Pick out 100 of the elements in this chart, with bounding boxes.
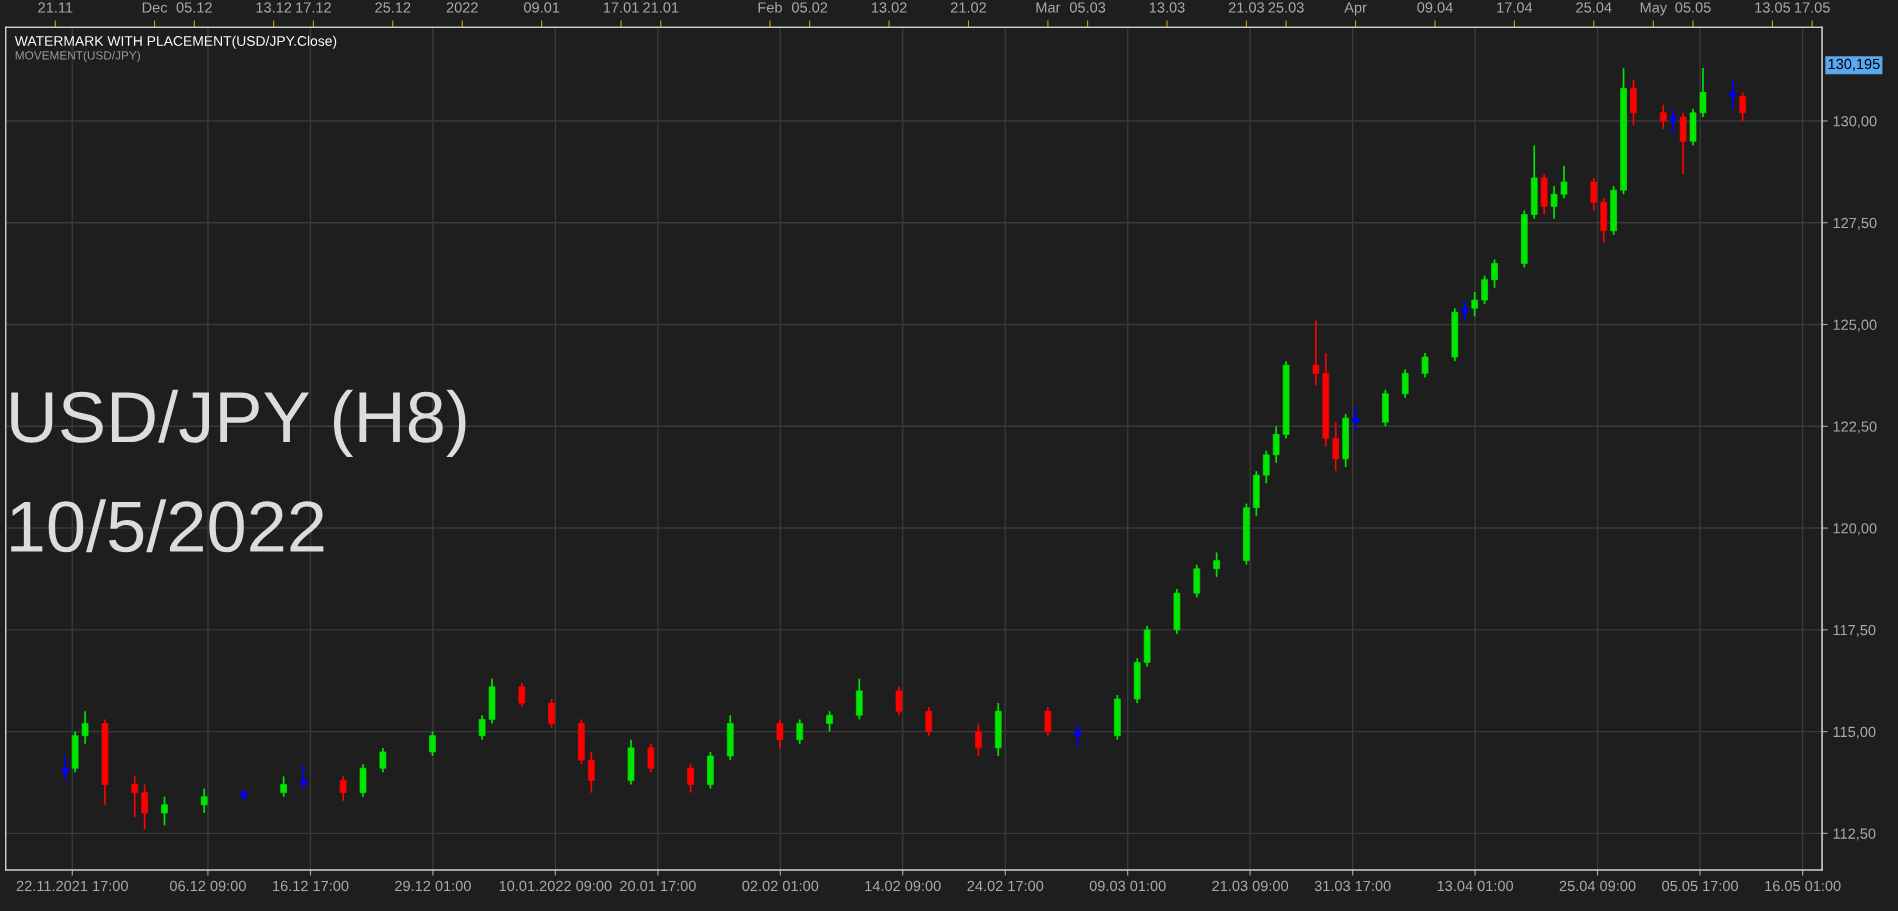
x2-tick-label: 13.12: [256, 2, 292, 13]
x2-tick-label: 21.03: [1228, 2, 1264, 13]
x-tick-label: 16.05 01:00: [1765, 880, 1841, 892]
candlestick: [1332, 421, 1340, 472]
y-tick-label: 115,00: [1833, 726, 1876, 739]
candlestick: [478, 714, 486, 741]
x2-tick-label: 17.01: [603, 2, 639, 13]
x2-tick-label: 13.05: [1755, 2, 1791, 13]
x2-tick-label: 21.02: [950, 2, 986, 13]
x-tick-label: 05.05 17:00: [1662, 880, 1739, 892]
x-tick-label: 22.11.2021 17:00: [16, 880, 128, 892]
candlestick: [1044, 706, 1052, 737]
candlestick: [280, 775, 287, 798]
y-tick-label: 120,00: [1833, 523, 1877, 536]
candlestick: [1669, 107, 1677, 135]
candlestick: [131, 775, 139, 818]
x-tick-label: 14.02 09:00: [865, 880, 941, 892]
candlestick: [1401, 368, 1409, 399]
candlestick: [1481, 274, 1488, 305]
text: 130,195: [1828, 58, 1880, 71]
x2-tick-label: 05.05: [1675, 2, 1711, 13]
x-tick-label: 24.02 17:00: [967, 880, 1044, 892]
x2-tick-label: 21.11: [38, 2, 73, 13]
candlestick: [1352, 405, 1359, 432]
candlestick: [379, 747, 387, 774]
x2-tick-label: Apr: [1344, 2, 1367, 16]
y-tick-label: 122,50: [1833, 421, 1877, 434]
x-tick-label: 29.12 01:00: [395, 880, 471, 892]
candlestick: [925, 706, 933, 737]
x2-tick-label: 09.04: [1417, 2, 1453, 13]
candlestick: [161, 795, 168, 827]
candlestick: [1550, 185, 1558, 220]
candlestick: [687, 763, 694, 794]
candlestick: [1272, 425, 1280, 464]
candlestick: [1074, 722, 1081, 749]
y-tick-label: 117,50: [1833, 624, 1876, 637]
x-tick-label: 09.03 01:00: [1089, 880, 1166, 892]
x2-tick-label: 17.04: [1497, 2, 1533, 13]
candlestick: [796, 718, 804, 745]
annotation: USD/JPY (H8): [11, 389, 466, 458]
candlestick: [1471, 291, 1479, 318]
x-tick-label: 02.02 01:00: [742, 880, 819, 892]
candlestick: [200, 787, 208, 814]
candlestick: [141, 783, 148, 831]
x2-tick-label: 05.02: [791, 2, 828, 13]
candlestick: [61, 755, 69, 782]
x2-tick-label: Mar: [1036, 2, 1061, 13]
x-tick-label: 13.04 01:00: [1437, 880, 1514, 892]
x-tick-label: 10.01.2022 09:00: [499, 880, 612, 892]
x2-tick-label: 25.12: [375, 2, 411, 13]
x-tick-label: 20.01 17:00: [620, 880, 696, 892]
candlestick: [1729, 79, 1737, 110]
x2-tick-label: 2022: [446, 2, 478, 13]
candlestick: [1590, 177, 1598, 212]
x2-tick-label: 21.01: [643, 2, 679, 13]
candlestick: [826, 710, 833, 733]
annotation: MOVEMENT(USD/JPY): [15, 50, 140, 62]
x2-tick-label: Dec: [142, 2, 168, 13]
x2-tick-label: Feb: [758, 1, 782, 13]
candlestick: [1421, 352, 1429, 379]
candlestick: [1262, 449, 1270, 485]
x-tick-label: 21.03 09:00: [1212, 880, 1289, 892]
candlestick: [1659, 103, 1667, 130]
x2-tick-label: 17.05: [1795, 2, 1830, 13]
candlestick: [1213, 551, 1220, 578]
x2-tick-label: 17.12: [296, 2, 331, 13]
candlestick: [339, 775, 347, 802]
x2-tick-label: May: [1640, 2, 1668, 16]
x2-tick-label: 25.04: [1576, 2, 1612, 13]
candlestick: [548, 698, 555, 729]
candlestick: [1739, 91, 1746, 122]
y-tick-label: 112,50: [1833, 828, 1876, 841]
candlestick: [429, 730, 436, 757]
candlestick: [1312, 319, 1320, 387]
candlestick: [300, 763, 307, 790]
candlestick: [895, 685, 903, 717]
y-tick-label: 130,00: [1833, 116, 1877, 129]
y-tick-label: 127,50: [1833, 217, 1877, 230]
x2-tick-label: 05.12: [176, 2, 212, 13]
annotation: WATERMARK WITH PLACEMENT(USD/JPY.Close): [14, 35, 337, 49]
annotation: 10/5/2022: [11, 499, 324, 553]
x2-tick-label: 09.01: [524, 2, 560, 13]
candlestick: [587, 751, 595, 794]
candlestick: [81, 710, 89, 745]
candlestick: [975, 722, 982, 757]
x-tick-label: 16.12 17:00: [273, 880, 349, 892]
candlestick: [1491, 258, 1498, 289]
x2-tick-label: 13.03: [1149, 2, 1185, 13]
x-tick-label: 31.03 17:00: [1314, 880, 1391, 892]
candlestick: [647, 742, 655, 774]
x2-tick-label: 05.03: [1069, 2, 1106, 13]
candlestick: [776, 718, 784, 749]
x2-tick-label: 25.03: [1268, 2, 1304, 13]
candlestick: [1560, 164, 1568, 200]
x-tick-label: 06.12 09:00: [169, 880, 246, 892]
candlestick: [1699, 67, 1707, 118]
candlestick: [518, 681, 526, 709]
x2-tick-label: 13.02: [871, 2, 907, 13]
candlestick: [1461, 299, 1469, 322]
y-tick-label: 125,00: [1833, 319, 1877, 332]
